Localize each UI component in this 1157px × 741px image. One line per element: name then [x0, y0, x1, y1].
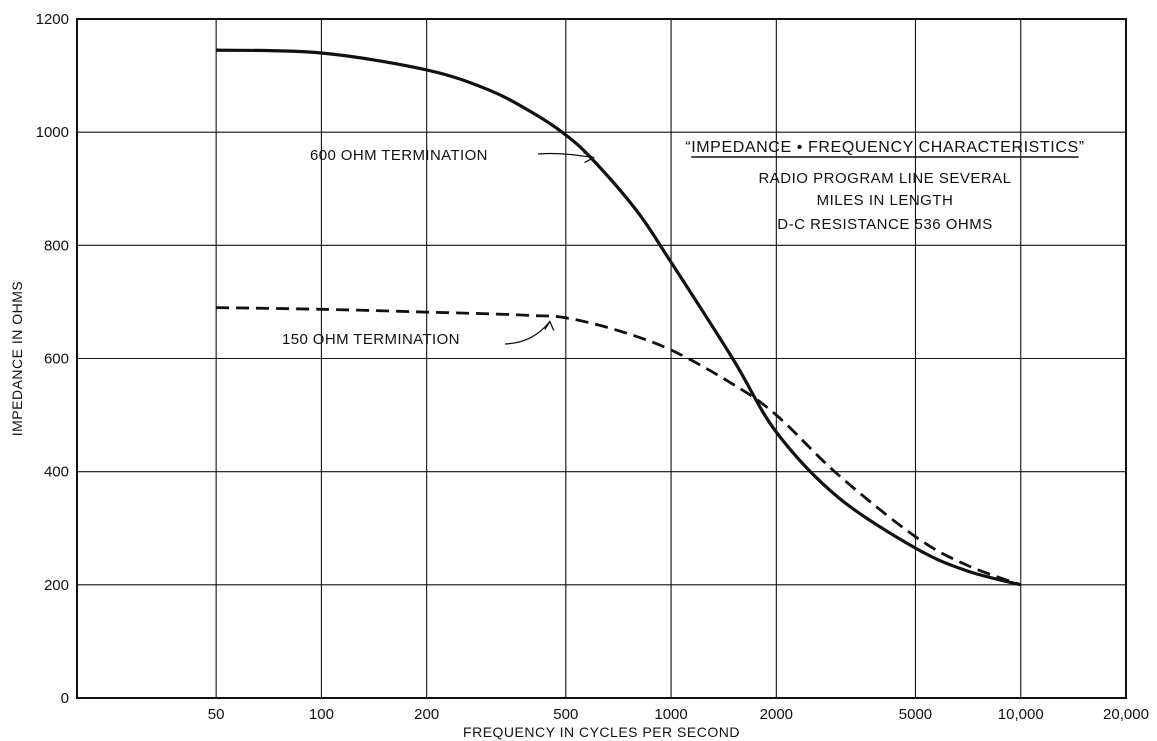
grid	[76, 18, 1127, 699]
y-tick-label: 600	[44, 351, 69, 368]
y-tick-label: 800	[44, 237, 69, 254]
y-tick-label: 200	[44, 577, 69, 594]
x-tick-label: 20,000	[1103, 706, 1149, 723]
x-tick-label: 100	[309, 706, 334, 723]
annotation-600-ohm: 600 OHM TERMINATION	[310, 147, 595, 164]
x-tick-label: 500	[553, 706, 578, 723]
chart-title-block: “IMPEDANCE • FREQUENCY CHARACTERISTICS” …	[685, 139, 1084, 233]
y-axis-label: IMPEDANCE IN OHMS	[9, 281, 25, 437]
chart-subtitle-line-1: RADIO PROGRAM LINE SEVERAL	[758, 170, 1011, 187]
chart-title: “IMPEDANCE • FREQUENCY CHARACTERISTICS”	[685, 139, 1084, 156]
y-tick-label: 1200	[36, 11, 69, 28]
series-600-ohm-line	[216, 48, 1022, 587]
x-tick-label: 50	[208, 706, 225, 723]
tick-labels: 50 100 200 500 1000 2000 5000 10,000 20,000 0 200 4…	[36, 11, 1149, 723]
y-tick-label: 400	[44, 464, 69, 481]
plot-frame	[76, 18, 1127, 699]
annotation-600-ohm-label: 600 OHM TERMINATION	[310, 147, 488, 164]
annotation-150-ohm: 150 OHM TERMINATION	[282, 320, 555, 348]
x-axis-label: FREQUENCY IN CYCLES PER SECOND	[463, 724, 740, 740]
x-tick-label: 2000	[760, 706, 793, 723]
chart-subtitle-line-3: D-C RESISTANCE 536 OHMS	[777, 216, 992, 233]
y-tick-label: 0	[61, 690, 69, 707]
x-tick-label: 1000	[654, 706, 687, 723]
x-tick-label: 10,000	[998, 706, 1044, 723]
annotation-150-ohm-label: 150 OHM TERMINATION	[282, 331, 460, 348]
annotation-600-ohm-arrow	[537, 152, 595, 164]
x-tick-label: 200	[414, 706, 439, 723]
annotation-150-ohm-arrow	[504, 320, 555, 345]
x-tick-label: 5000	[899, 706, 932, 723]
series-150-ohm-line	[216, 306, 1022, 587]
series-layer	[216, 48, 1022, 587]
chart-subtitle-line-2: MILES IN LENGTH	[817, 192, 954, 209]
y-tick-label: 1000	[36, 124, 69, 141]
